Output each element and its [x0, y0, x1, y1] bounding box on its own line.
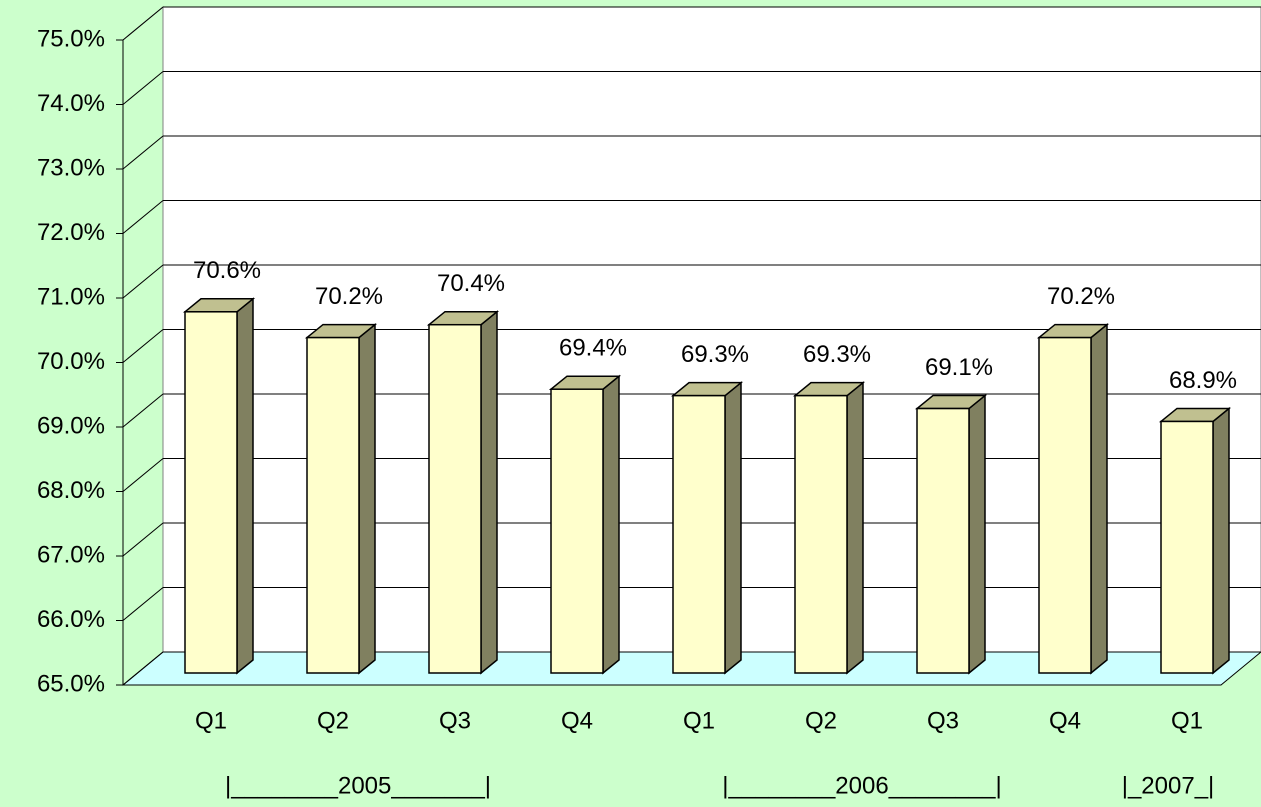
bar-side	[724, 381, 742, 675]
bar-side	[602, 374, 620, 675]
y-tick-label: 67.0%	[37, 541, 105, 568]
bar	[550, 388, 604, 674]
grid-line	[122, 264, 164, 299]
grid-line	[122, 393, 164, 428]
x-tick-label: Q4	[1049, 707, 1081, 734]
value-label: 70.2%	[1047, 283, 1115, 310]
value-label: 68.9%	[1169, 367, 1237, 394]
y-tick-label: 68.0%	[37, 477, 105, 504]
grid-line	[122, 458, 164, 492]
bar	[672, 394, 726, 674]
bar	[428, 323, 482, 674]
y-tick-label: 70.0%	[37, 348, 105, 375]
y-tick-label: 66.0%	[37, 606, 105, 633]
value-label: 69.4%	[559, 335, 627, 362]
value-label: 69.1%	[925, 354, 993, 381]
grid-line	[122, 587, 164, 621]
bar	[794, 394, 848, 674]
bar	[184, 311, 238, 674]
bar-side	[236, 297, 254, 675]
x-tick-label: Q4	[561, 707, 593, 734]
y-tick-label: 75.0%	[37, 25, 105, 52]
y-tick-label: 69.0%	[37, 412, 105, 439]
value-label: 69.3%	[681, 341, 749, 368]
bar-side	[1212, 406, 1230, 675]
group-label: |________2005_______|	[225, 772, 491, 799]
bar-side	[480, 310, 498, 675]
bar-side	[358, 323, 376, 675]
x-tick-label: Q1	[1171, 707, 1203, 734]
grid-line	[122, 329, 164, 363]
bar-side	[968, 393, 986, 675]
value-label: 70.4%	[437, 270, 505, 297]
grid-line	[122, 71, 164, 105]
bar	[306, 336, 360, 674]
x-tick-label: Q3	[439, 707, 471, 734]
bar	[1160, 420, 1214, 674]
group-label: |_2007_|	[1122, 772, 1215, 799]
value-label: 69.3%	[803, 341, 871, 368]
bar-side	[846, 381, 864, 675]
x-tick-label: Q1	[195, 707, 227, 734]
bar-side	[1090, 323, 1108, 675]
x-tick-label: Q1	[683, 707, 715, 734]
y-tick-label: 71.0%	[37, 283, 105, 310]
x-tick-label: Q2	[805, 707, 837, 734]
grid-line	[122, 6, 164, 41]
bar	[1038, 336, 1092, 674]
y-tick-label: 73.0%	[37, 154, 105, 181]
value-label: 70.6%	[193, 257, 261, 284]
x-tick-label: Q2	[317, 707, 349, 734]
value-label: 70.2%	[315, 283, 383, 310]
group-label: |________2006________|	[722, 772, 1001, 799]
grid-line	[122, 522, 164, 557]
y-tick-label: 72.0%	[37, 219, 105, 246]
grid-line	[122, 200, 164, 234]
grid-line	[122, 135, 164, 170]
y-tick-label: 74.0%	[37, 90, 105, 117]
y-tick-label: 65.0%	[37, 670, 105, 697]
grid-line	[122, 651, 164, 686]
bar	[916, 407, 970, 674]
x-tick-label: Q3	[927, 707, 959, 734]
